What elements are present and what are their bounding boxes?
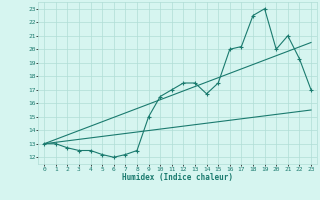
X-axis label: Humidex (Indice chaleur): Humidex (Indice chaleur) <box>122 173 233 182</box>
